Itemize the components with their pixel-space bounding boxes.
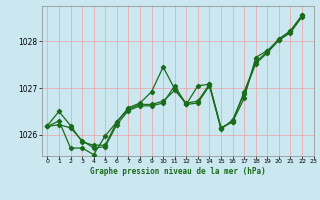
- X-axis label: Graphe pression niveau de la mer (hPa): Graphe pression niveau de la mer (hPa): [90, 167, 266, 176]
